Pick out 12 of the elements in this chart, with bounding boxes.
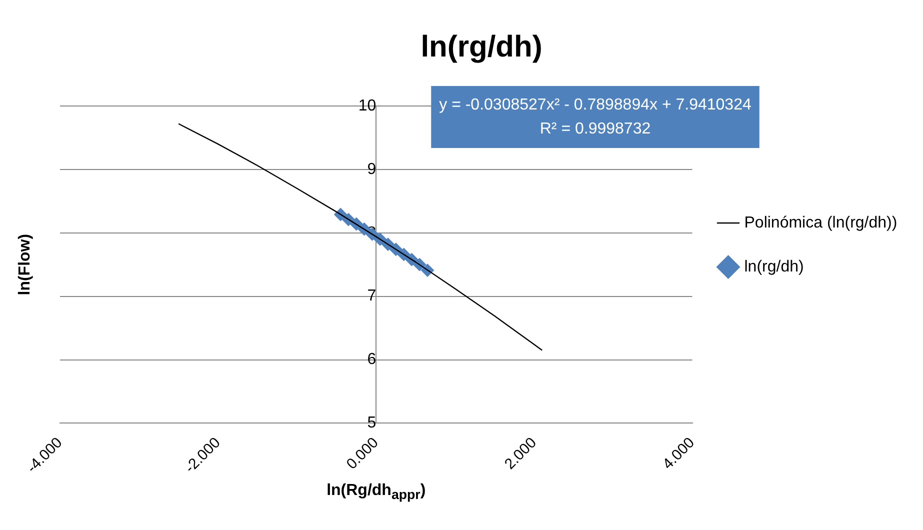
annotation: R² = 0.9998732 [540,120,651,138]
x-axis-title: ln(Rg/dh$_{appr}$) [326,482,426,502]
legend-label: ln(rg/dh) [744,258,804,276]
y-tick-label: 10 [358,97,376,114]
y-axis-title: ln(Flow) [16,234,34,296]
y-tick-label: 9 [367,160,376,178]
legend-label: Polinómica (ln(rg/dh)) [744,214,898,232]
y-tick-label: 7 [367,288,376,305]
y-tick-label: 5 [367,414,376,432]
chart-title: ln(rg/dh) [420,30,542,64]
y-tick-label: 6 [367,351,376,368]
annotation: y = -0.0308527x² - 0.7898894x + 7.9410324 [439,96,752,114]
